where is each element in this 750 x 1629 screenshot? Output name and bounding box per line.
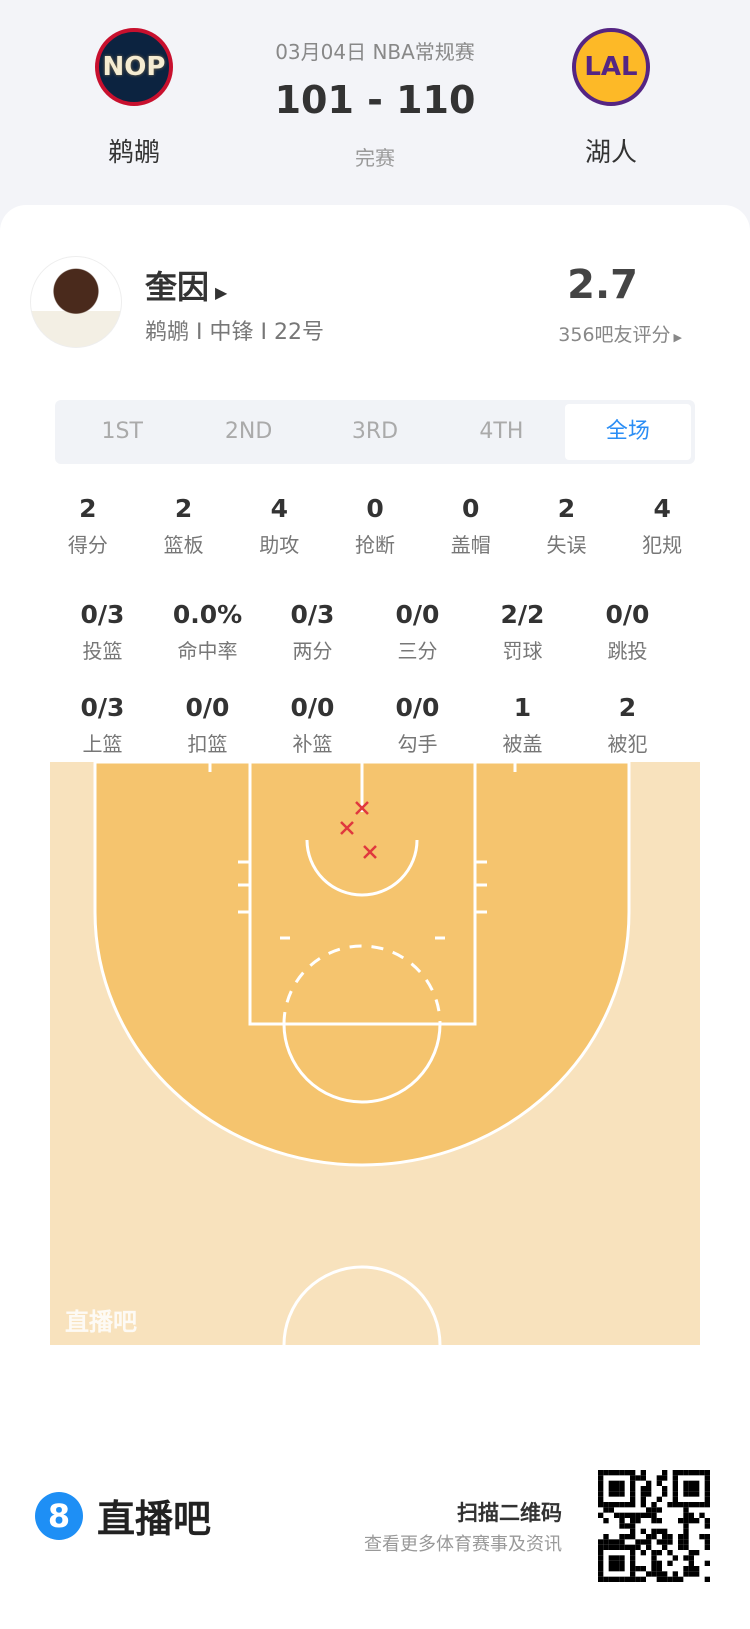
match-status: 完赛 [355,146,395,170]
missed-shot-marker [355,801,369,815]
stat-label: 抢断 [355,533,396,557]
stat-value: 4 [653,494,671,523]
stat-label: 三分 [397,639,438,663]
stat-value: 0 [462,494,480,523]
stat-value: 0/0 [290,693,335,722]
qr-title: 扫描二维码 [457,1501,562,1525]
stat-label: 罚球 [502,639,543,663]
stat-item: 4 犯规 [614,494,710,558]
stat-label: 失误 [546,533,587,557]
stats-row-basic: 2 得分 2 篮板 4 助攻 0 抢断 0 盖帽 2 失误 4 犯规 [40,494,710,558]
stat-item: 4 助攻 [231,494,327,558]
stat-value: 2 [618,693,637,722]
stat-item: 0 抢断 [327,494,423,558]
qr-subtitle: 查看更多体育赛事及资讯 [364,1534,562,1555]
missed-shot-marker [340,821,354,835]
stat-label: 两分 [292,639,333,663]
tab-full-game[interactable]: 全场 [564,404,692,460]
stat-value: 2 [557,494,576,523]
stat-item: 0/0 三分 [365,600,470,664]
stat-item: 0.0% 命中率 [155,600,260,664]
stat-label: 得分 [67,533,108,557]
player-info: 鹈鹕 I 中锋 I 22号 [145,320,324,345]
tab-3rd[interactable]: 3RD [351,419,399,444]
stat-value: 0 [366,494,384,523]
tab-4th[interactable]: 4TH [479,419,524,444]
tab-2nd[interactable]: 2ND [224,419,273,444]
stat-item: 0/0 扣篮 [155,693,260,757]
half-court-circle [282,1265,442,1345]
stat-label: 被盖 [502,732,543,756]
rating-link[interactable]: 356吧友评分 ▶ [558,324,682,346]
match-date-league: 03月04日 NBA常规赛 [275,40,475,64]
footer-brand[interactable]: 8 直播吧 [35,1488,211,1543]
missed-shot-marker [363,845,377,859]
stat-label: 犯规 [642,533,683,557]
stat-item: 0/3 投篮 [50,600,155,664]
stat-item: 2 被犯 [575,693,680,757]
stat-value: 0/3 [80,693,125,722]
stat-item: 0/0 补篮 [260,693,365,757]
tab-1st[interactable]: 1ST [101,419,143,444]
stat-label: 投篮 [82,639,123,663]
stat-label: 篮板 [163,533,204,557]
three-point-area [93,762,631,1167]
stat-label: 上篮 [82,732,123,756]
stat-value: 1 [513,693,532,722]
stat-label: 补篮 [292,732,333,756]
stat-value: 2 [79,494,97,523]
free-throw-circle-solid [282,1023,442,1104]
stat-label: 被犯 [607,732,648,756]
stat-label: 命中率 [177,639,238,663]
lane-ticks [208,762,517,940]
stat-value: 0.0% [172,600,243,629]
shot-chart-court: 直播吧 [50,762,700,1345]
stat-value: 0/3 [80,600,125,629]
stat-value: 2/2 [500,600,545,629]
caret-right-icon: ▶ [215,283,228,302]
stat-item: 1 被盖 [470,693,575,757]
stat-label: 助攻 [259,533,300,557]
paint [248,762,477,1026]
away-logo[interactable]: LAL [572,28,650,106]
stat-item: 2 失误 [519,494,615,558]
stat-value: 0/0 [395,693,440,722]
caret-right-icon: ▶ [673,331,682,344]
player-avatar[interactable] [30,256,122,348]
qr-code[interactable] [598,1470,710,1582]
restricted-arc [305,839,419,897]
stats-row-shooting: 0/3 投篮 0.0% 命中率 0/3 两分 0/0 三分 2/2 罚球 0/0 跳投 [50,600,680,664]
stat-label: 盖帽 [450,533,491,557]
stat-value: 4 [270,494,288,523]
stat-item: 0 盖帽 [423,494,519,558]
away-team-name[interactable]: 湖人 [584,138,637,168]
home-logo[interactable]: NOP [95,28,173,106]
period-tabs: 1ST 2ND 3RD 4TH 全场 [55,400,695,464]
stat-value: 0/3 [290,600,335,629]
stat-item: 2 得分 [40,494,136,558]
stat-item: 0/3 两分 [260,600,365,664]
stat-value: 0/0 [605,600,650,629]
brand-logo-icon: 8 [35,1491,83,1540]
stat-item: 2 篮板 [136,494,232,558]
stats-row-shot-types: 0/3 上篮 0/0 扣篮 0/0 补篮 0/0 勾手 1 被盖 2 被犯 [50,693,680,757]
stat-value: 2 [174,494,193,523]
stat-item: 0/3 上篮 [50,693,155,757]
stat-value: 0/0 [395,600,440,629]
free-throw-circle-dashed [282,944,442,1025]
player-rating: 2.7 [567,262,638,308]
stat-label: 扣篮 [187,732,228,756]
court-watermark: 直播吧 [65,1308,137,1336]
stat-value: 0/0 [185,693,230,722]
player-name-link[interactable]: 奎因 ▶ [145,268,228,306]
home-team-name[interactable]: 鹈鹕 [107,138,160,168]
stat-item: 2/2 罚球 [470,600,575,664]
stat-item: 0/0 勾手 [365,693,470,757]
stat-item: 0/0 跳投 [575,600,680,664]
stat-label: 跳投 [607,639,648,663]
match-score: 101 - 110 [274,78,476,122]
stat-label: 勾手 [397,732,438,756]
